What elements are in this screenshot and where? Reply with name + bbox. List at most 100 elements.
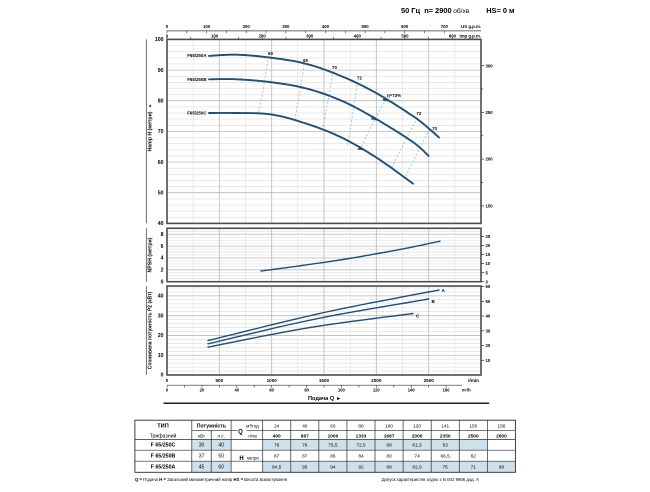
svg-text:68: 68: [499, 465, 505, 471]
svg-text:F65/250A: F65/250A: [187, 53, 207, 58]
svg-text:US g.p.m.: US g.p.m.: [461, 24, 481, 29]
svg-text:8: 8: [161, 232, 164, 238]
svg-text:30: 30: [158, 313, 164, 319]
svg-text:60: 60: [269, 388, 274, 393]
svg-text:65: 65: [303, 58, 308, 63]
svg-text:400: 400: [273, 433, 281, 439]
svg-text:B: B: [432, 299, 436, 304]
svg-text:об/хв: об/хв: [453, 7, 470, 15]
svg-text:2350: 2350: [440, 433, 451, 439]
svg-text:400: 400: [322, 24, 330, 29]
svg-text:F 65/250A: F 65/250A: [151, 465, 176, 471]
svg-text:NPSH (метри): NPSH (метри): [148, 237, 154, 272]
svg-text:Допуск характеристик згідно з: Допуск характеристик згідно з N ISO 9906…: [382, 477, 479, 482]
svg-text:90: 90: [158, 68, 164, 74]
svg-text:6: 6: [161, 244, 164, 250]
svg-text:75,5: 75,5: [328, 443, 338, 449]
svg-text:η=73%: η=73%: [387, 93, 401, 98]
svg-text:94: 94: [330, 465, 336, 471]
svg-text:80: 80: [386, 454, 392, 460]
svg-text:84: 84: [358, 454, 364, 460]
svg-text:▸: ▸: [148, 104, 154, 107]
svg-text:120: 120: [373, 388, 381, 393]
svg-text:70: 70: [158, 129, 164, 135]
svg-text:40: 40: [486, 314, 491, 319]
svg-text:Споживана потужність P2 (кВт): Споживана потужність P2 (кВт): [148, 291, 154, 369]
svg-text:1667: 1667: [384, 433, 395, 439]
svg-text:150: 150: [469, 424, 477, 429]
svg-text:0: 0: [486, 279, 489, 284]
svg-text:60: 60: [218, 465, 224, 471]
svg-text:94,5: 94,5: [272, 465, 282, 471]
svg-text:100: 100: [155, 37, 164, 43]
svg-text:Q = Подача H = Загальний мано: Q = Подача H = Загальний манометричний н…: [135, 477, 288, 482]
svg-text:156: 156: [497, 424, 505, 429]
svg-text:37: 37: [199, 454, 205, 460]
svg-text:1000: 1000: [267, 378, 278, 383]
svg-text:0: 0: [166, 33, 169, 38]
svg-text:F65/250B: F65/250B: [187, 77, 206, 82]
svg-text:200: 200: [259, 33, 267, 38]
svg-text:Q: Q: [238, 430, 243, 436]
svg-text:1333: 1333: [356, 433, 367, 439]
svg-text:68: 68: [386, 443, 392, 449]
svg-text:60: 60: [268, 51, 273, 56]
svg-text:80: 80: [358, 424, 364, 429]
svg-text:2000: 2000: [371, 378, 382, 383]
svg-text:60: 60: [158, 160, 164, 166]
svg-text:40: 40: [235, 388, 240, 393]
svg-text:667: 667: [301, 433, 309, 439]
svg-text:200: 200: [243, 24, 251, 29]
svg-text:Н: Н: [239, 456, 243, 462]
svg-text:62: 62: [471, 454, 477, 460]
svg-text:1500: 1500: [319, 378, 330, 383]
svg-text:66,5: 66,5: [441, 454, 451, 460]
svg-text:0: 0: [161, 373, 164, 379]
svg-text:20: 20: [486, 343, 491, 348]
svg-text:80: 80: [158, 98, 164, 104]
svg-text:F65/250C: F65/250C: [187, 111, 207, 116]
svg-text:4: 4: [161, 256, 164, 262]
svg-text:HS= 0 м: HS= 0 м: [486, 6, 514, 15]
svg-text:л.с.: л.с.: [217, 433, 225, 438]
svg-text:300: 300: [486, 63, 494, 68]
svg-text:92: 92: [358, 465, 364, 471]
svg-text:F 65/250C: F 65/250C: [151, 443, 176, 449]
svg-text:A: A: [442, 288, 446, 293]
svg-text:82,5: 82,5: [412, 465, 422, 471]
svg-text:100: 100: [385, 424, 393, 429]
svg-text:20: 20: [158, 333, 164, 339]
svg-text:160: 160: [443, 388, 451, 393]
svg-text:10: 10: [486, 261, 491, 266]
svg-text:15: 15: [486, 252, 491, 257]
svg-text:72: 72: [416, 111, 421, 116]
svg-text:300: 300: [306, 33, 314, 38]
svg-text:Потужність: Потужність: [197, 424, 226, 430]
svg-text:95: 95: [302, 465, 308, 471]
svg-text:87: 87: [274, 454, 280, 460]
svg-text:2000: 2000: [412, 433, 423, 439]
svg-text:500: 500: [401, 33, 409, 38]
svg-text:50: 50: [486, 299, 491, 304]
svg-text:141: 141: [441, 424, 449, 429]
svg-text:86: 86: [330, 454, 336, 460]
svg-text:2500: 2500: [424, 378, 435, 383]
svg-text:60: 60: [330, 424, 336, 429]
svg-text:100: 100: [211, 33, 219, 38]
svg-text:20: 20: [200, 388, 205, 393]
svg-text:72,5: 72,5: [356, 443, 366, 449]
svg-text:метри: метри: [247, 456, 259, 461]
svg-text:40: 40: [158, 221, 164, 227]
svg-text:40: 40: [218, 443, 224, 449]
svg-text:500: 500: [362, 24, 370, 29]
svg-text:10: 10: [158, 353, 164, 359]
svg-text:ТИП: ТИП: [157, 424, 168, 430]
svg-text:0: 0: [161, 279, 164, 285]
svg-text:2: 2: [161, 268, 164, 274]
svg-text:100: 100: [203, 24, 211, 29]
svg-text:70: 70: [332, 65, 337, 70]
svg-text:кВт: кВт: [198, 433, 206, 438]
svg-text:50 Гц: 50 Гц: [401, 6, 420, 15]
svg-text:C: C: [416, 314, 420, 319]
svg-text:70: 70: [432, 126, 437, 131]
